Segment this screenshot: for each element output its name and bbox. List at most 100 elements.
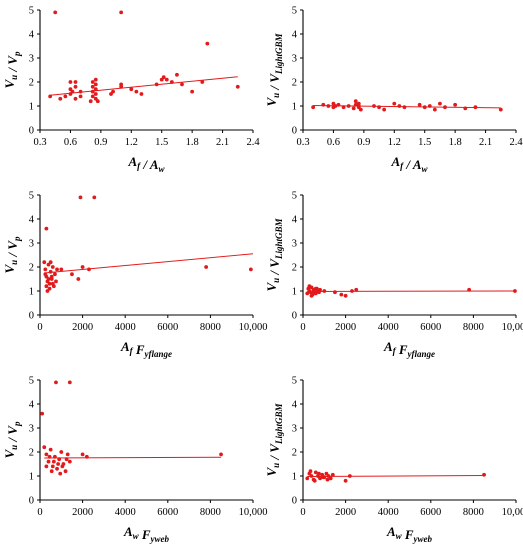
data-point (44, 226, 49, 231)
data-point (78, 94, 83, 99)
data-point (44, 284, 49, 289)
x-tick-label: 2000 (72, 322, 93, 333)
y-tick-label: 2 (29, 448, 34, 459)
y-tick-label: 2 (292, 78, 297, 89)
data-point (65, 452, 70, 457)
x-tick-label: 10,000 (502, 507, 523, 518)
chart-panel-5: 0 1 2 3 4 5 0 2000 4000 6000 8000 10,000 Aw Fyweb Vu … (2, 376, 267, 545)
data-point (372, 104, 376, 108)
y-tick-label: 5 (29, 191, 34, 202)
data-point (48, 94, 53, 99)
data-point (40, 411, 45, 416)
data-point (417, 102, 422, 107)
x-tick-label: 2.1 (479, 137, 492, 148)
y-tick-label: 1 (292, 287, 297, 298)
trend-line (44, 253, 254, 274)
y-tick-label: 0 (29, 496, 34, 507)
x-tick-label: 0.3 (33, 137, 46, 148)
x-tick-label: 4000 (115, 322, 136, 333)
data-point (78, 89, 83, 94)
y-axis-label: Vu / VLightGBM (264, 218, 284, 292)
data-point (308, 469, 313, 474)
x-tick-label: 0.3 (296, 137, 309, 148)
trend-line (50, 76, 238, 96)
y-tick-label: 1 (29, 472, 34, 483)
x-tick-label: 1.2 (125, 137, 138, 148)
data-point (46, 459, 51, 464)
data-point (402, 105, 407, 110)
data-point (204, 265, 209, 269)
y-tick-label: 1 (292, 102, 297, 113)
y-tick-label: 4 (29, 400, 35, 411)
y-tick-label: 5 (29, 6, 34, 17)
y-axis-label: Vu / VLightGBM (264, 403, 284, 477)
x-tick-label: 2000 (335, 322, 356, 333)
x-tick-label: 1.5 (418, 137, 431, 148)
data-point (377, 105, 381, 110)
y-tick-label: 3 (292, 54, 297, 65)
x-tick-label: 2000 (335, 507, 356, 518)
data-point (119, 10, 124, 15)
x-tick-label: 8000 (463, 507, 484, 518)
chart-panel-1: 0 1 2 3 4 5 0.3 0.6 0.9 1.2 1.5 1.8 2.1 2.4 Af / Aw Vu … (2, 6, 260, 175)
y-tick-label: 4 (292, 30, 298, 41)
data-point (50, 464, 55, 469)
data-point (80, 452, 85, 457)
x-tick-label: 0 (300, 322, 305, 333)
x-tick-label: 2000 (72, 507, 93, 518)
y-axis-label: Vu / VLightGBM (264, 33, 284, 107)
data-point (58, 471, 63, 476)
x-tick-label: 6000 (420, 322, 441, 333)
data-point (354, 287, 359, 292)
data-point (164, 77, 169, 82)
x-axis-label: Aw Fyweb (386, 524, 433, 544)
data-point (190, 89, 195, 94)
data-point (50, 265, 55, 269)
data-point (47, 286, 52, 291)
data-point (53, 10, 58, 15)
y-tick-label: 3 (29, 239, 34, 250)
data-point (63, 94, 68, 99)
data-point (119, 82, 124, 87)
data-point (93, 82, 98, 87)
y-tick-label: 3 (29, 424, 34, 435)
x-axis-label: Af Fyflange (383, 339, 435, 359)
y-axis-label: Vu / Vp (2, 236, 22, 273)
data-point (93, 92, 98, 96)
y-tick-label: 4 (292, 215, 298, 226)
data-point (313, 286, 318, 291)
data-point (312, 478, 317, 483)
data-point (318, 287, 322, 292)
data-point (175, 72, 179, 77)
data-point (322, 289, 327, 293)
data-point (463, 106, 468, 111)
x-tick-label: 10,000 (239, 322, 268, 333)
data-point (307, 284, 312, 289)
y-tick-label: 2 (292, 263, 297, 274)
x-tick-label: 1.8 (449, 137, 462, 148)
y-tick-label: 2 (292, 448, 297, 459)
data-point (87, 267, 91, 272)
data-point (353, 99, 358, 104)
data-point (44, 464, 49, 469)
data-point (63, 469, 68, 474)
data-point (219, 452, 223, 457)
data-point (54, 279, 58, 284)
data-point (47, 281, 52, 286)
data-point (356, 104, 361, 108)
x-tick-label: 8000 (463, 322, 484, 333)
data-point (317, 471, 321, 476)
x-tick-label: 2.1 (216, 137, 229, 148)
data-point (111, 89, 115, 94)
data-point (305, 476, 310, 481)
data-point (56, 462, 61, 466)
y-tick-label: 1 (292, 472, 297, 483)
data-point (321, 475, 326, 480)
data-point (333, 104, 338, 108)
data-point (70, 272, 74, 277)
data-point (422, 105, 427, 110)
data-point (53, 454, 57, 459)
data-point (346, 104, 351, 108)
data-point (92, 195, 97, 200)
